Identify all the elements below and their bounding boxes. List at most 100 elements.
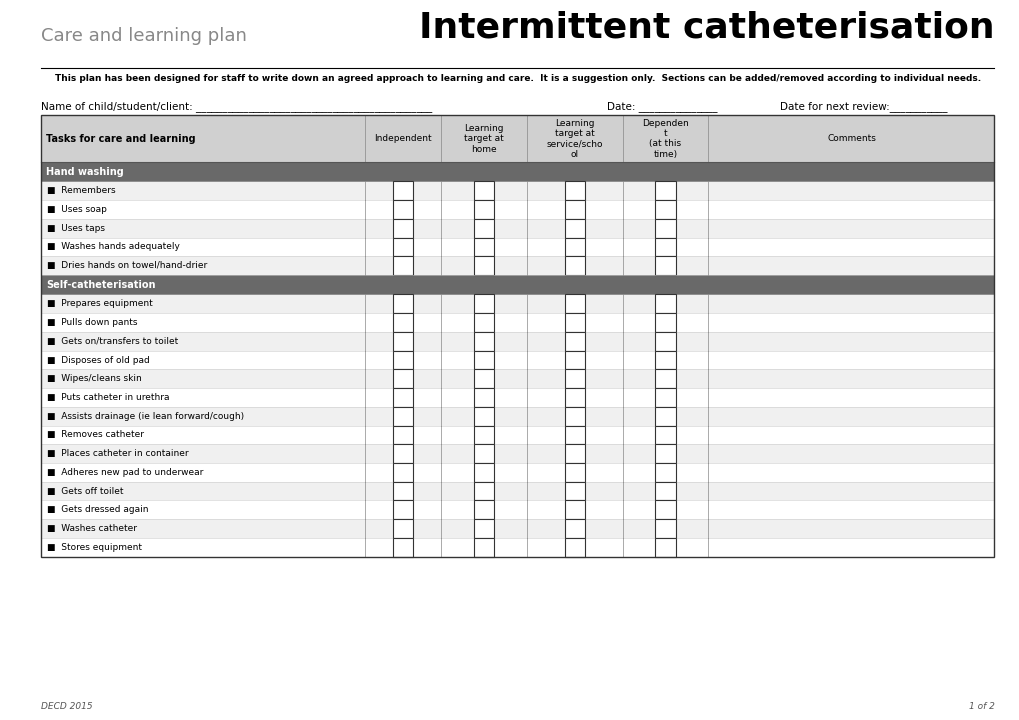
Bar <box>41 519 994 538</box>
Text: Learning
target at
home: Learning target at home <box>464 124 503 153</box>
Bar <box>565 463 585 482</box>
Bar <box>41 256 994 275</box>
Text: Comments: Comments <box>826 134 875 143</box>
Text: ■  Places catheter in container: ■ Places catheter in container <box>47 449 189 458</box>
Bar <box>41 332 994 351</box>
Bar <box>41 369 994 388</box>
Text: Independent: Independent <box>374 134 432 143</box>
Bar <box>654 181 675 200</box>
Bar <box>565 219 585 238</box>
Bar <box>41 200 994 219</box>
Bar <box>392 388 413 407</box>
Bar <box>392 256 413 275</box>
Text: ■  Pulls down pants: ■ Pulls down pants <box>47 318 138 327</box>
Text: Care and learning plan: Care and learning plan <box>41 27 247 45</box>
Bar <box>392 351 413 369</box>
Bar <box>565 351 585 369</box>
Text: Intermittent catheterisation: Intermittent catheterisation <box>419 11 994 45</box>
Text: Hand washing: Hand washing <box>46 167 123 176</box>
Bar <box>392 313 413 332</box>
Bar <box>474 444 494 463</box>
Text: DECD 2015: DECD 2015 <box>41 703 93 711</box>
Bar <box>392 369 413 388</box>
Bar <box>654 407 675 426</box>
Bar <box>41 482 994 500</box>
Bar <box>654 444 675 463</box>
Bar <box>474 426 494 444</box>
Text: ■  Gets dressed again: ■ Gets dressed again <box>47 505 149 514</box>
Bar <box>41 294 994 313</box>
Bar <box>654 200 675 219</box>
Bar <box>565 332 585 351</box>
Text: ■  Stores equipment: ■ Stores equipment <box>47 543 142 552</box>
Bar <box>474 500 494 519</box>
Text: Self-catheterisation: Self-catheterisation <box>46 280 155 289</box>
Bar <box>565 407 585 426</box>
Bar <box>41 538 994 557</box>
Bar <box>654 219 675 238</box>
Bar <box>392 538 413 557</box>
Bar <box>41 388 994 407</box>
Text: ■  Gets on/transfers to toilet: ■ Gets on/transfers to toilet <box>47 337 178 346</box>
Bar <box>654 482 675 500</box>
Bar <box>565 313 585 332</box>
Bar <box>41 238 994 256</box>
Text: ■  Dries hands on towel/hand-drier: ■ Dries hands on towel/hand-drier <box>47 261 207 270</box>
Bar <box>474 369 494 388</box>
Bar <box>392 500 413 519</box>
Bar <box>565 482 585 500</box>
Text: ■  Wipes/cleans skin: ■ Wipes/cleans skin <box>47 374 142 383</box>
Bar <box>565 181 585 200</box>
Bar <box>474 538 494 557</box>
Bar <box>474 238 494 256</box>
Text: ■  Uses soap: ■ Uses soap <box>47 205 107 214</box>
Bar <box>41 115 994 557</box>
Bar <box>474 294 494 313</box>
Text: ■  Washes catheter: ■ Washes catheter <box>47 524 137 533</box>
Bar <box>565 519 585 538</box>
Bar <box>654 238 675 256</box>
Bar <box>474 200 494 219</box>
Text: This plan has been designed for staff to write down an agreed approach to learni: This plan has been designed for staff to… <box>55 74 979 83</box>
Bar <box>474 463 494 482</box>
Text: 1 of 2: 1 of 2 <box>968 703 994 711</box>
Bar <box>654 500 675 519</box>
Bar <box>654 519 675 538</box>
Bar <box>41 181 994 200</box>
Bar <box>41 162 994 181</box>
Bar <box>474 181 494 200</box>
Text: Dependen
t
(at this
time): Dependen t (at this time) <box>642 119 688 158</box>
Bar <box>474 313 494 332</box>
Bar <box>654 538 675 557</box>
Text: ■  Remembers: ■ Remembers <box>47 186 115 195</box>
Bar <box>392 219 413 238</box>
Text: Date: _______________: Date: _______________ <box>606 101 716 112</box>
Bar <box>41 313 994 332</box>
Text: ■  Removes catheter: ■ Removes catheter <box>47 431 144 439</box>
Bar <box>392 444 413 463</box>
Bar <box>41 426 994 444</box>
Text: ■  Adheres new pad to underwear: ■ Adheres new pad to underwear <box>47 468 203 477</box>
Bar <box>565 294 585 313</box>
Bar <box>392 519 413 538</box>
Text: Name of child/student/client: _____________________________________________: Name of child/student/client: __________… <box>41 101 432 112</box>
Bar <box>392 426 413 444</box>
Bar <box>565 538 585 557</box>
Text: Tasks for care and learning: Tasks for care and learning <box>46 134 196 143</box>
Bar <box>474 407 494 426</box>
Bar <box>654 388 675 407</box>
Bar <box>392 238 413 256</box>
Bar <box>565 500 585 519</box>
Text: ■  Washes hands adequately: ■ Washes hands adequately <box>47 243 179 251</box>
Text: ■  Puts catheter in urethra: ■ Puts catheter in urethra <box>47 393 169 402</box>
Bar <box>654 369 675 388</box>
Bar <box>474 351 494 369</box>
Bar <box>41 219 994 238</box>
Bar <box>392 407 413 426</box>
Text: ■  Gets off toilet: ■ Gets off toilet <box>47 487 123 495</box>
Bar <box>392 482 413 500</box>
Bar <box>41 500 994 519</box>
Bar <box>41 407 994 426</box>
Bar <box>474 482 494 500</box>
Bar <box>654 313 675 332</box>
